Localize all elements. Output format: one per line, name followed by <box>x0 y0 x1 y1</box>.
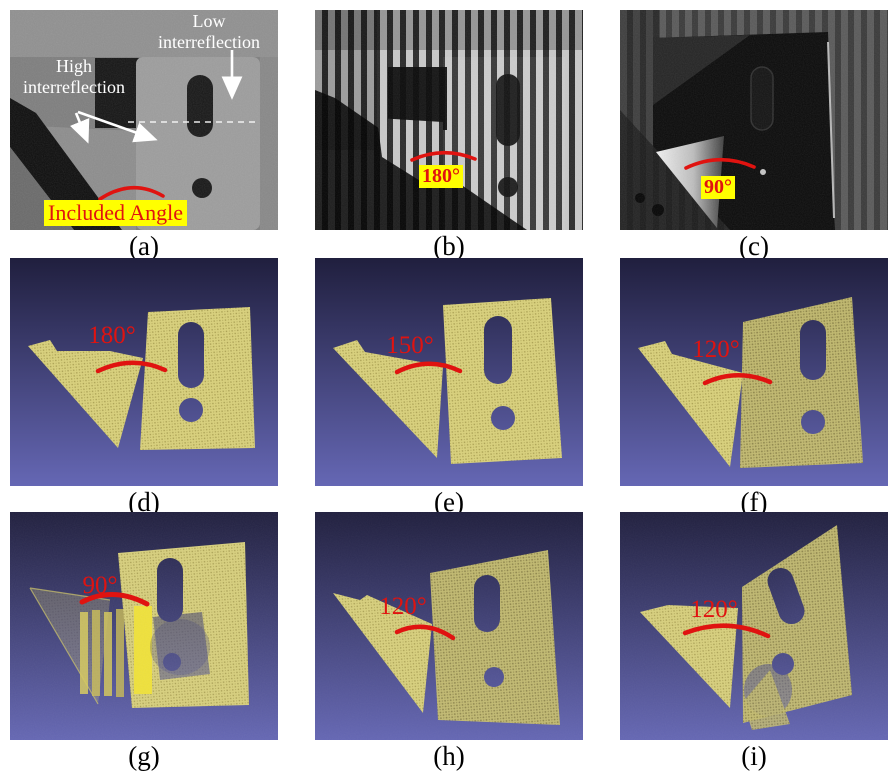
angle-label: 90° <box>82 572 118 599</box>
pointcloud-canvas-i <box>620 512 888 740</box>
pointcloud-canvas-h <box>315 512 583 740</box>
pointcloud-canvas-d <box>10 258 278 486</box>
angle-label: 150° <box>386 332 434 359</box>
panel-g-caption: (g) <box>128 741 160 771</box>
included-angle-arc <box>702 373 773 386</box>
panel-i: 120° (i) <box>620 512 888 770</box>
pointcloud-canvas-f <box>620 258 888 486</box>
panel-f-image: 120° <box>620 258 888 486</box>
panel-h-image: 120° <box>315 512 583 740</box>
panel-c-image: 90° <box>620 10 888 230</box>
panel-a-caption: (a) <box>129 231 159 261</box>
round-hole <box>801 410 825 434</box>
pointcloud-plate <box>740 297 863 468</box>
panel-f-caption: (f) <box>740 487 768 517</box>
panel-i-caption: (i) <box>741 741 767 771</box>
panel-c-caption: (c) <box>739 231 769 261</box>
panel-h: 120° (h) <box>315 512 583 770</box>
panel-e-image: 150° <box>315 258 583 486</box>
annotation-low-interreflection: Low interreflection <box>158 11 260 52</box>
slot-hole <box>178 322 204 388</box>
pointcloud-wing <box>638 341 743 467</box>
photo-canvas-c <box>620 10 888 230</box>
panel-h-caption: (h) <box>433 741 465 771</box>
annotation-included-angle: Included Angle <box>44 200 188 226</box>
panel-f: 120° (f) <box>620 258 888 516</box>
included-angle-arc <box>394 624 456 641</box>
speckle-noise <box>315 10 583 230</box>
panel-d: 180° (d) <box>10 258 278 516</box>
angle-label: 180° <box>419 165 463 188</box>
speckle-noise <box>10 10 278 230</box>
included-angle-arc <box>98 185 165 201</box>
panel-c: 90° (c) <box>620 10 888 260</box>
pointcloud-canvas-g <box>10 512 278 740</box>
speckle-noise <box>620 512 888 740</box>
panel-b: 180° (b) <box>315 10 583 260</box>
speckle-noise <box>315 512 583 740</box>
angle-label: 180° <box>88 322 136 349</box>
angle-label: 120° <box>379 593 427 620</box>
angle-label: 120° <box>692 336 740 363</box>
panel-a: Low interreflection High interreflection… <box>10 10 278 260</box>
panel-a-image: Low interreflection High interreflection… <box>10 10 278 230</box>
pointcloud-canvas-e <box>315 258 583 486</box>
high-interreflection-arrow-right <box>77 110 158 143</box>
panel-i-image: 120° <box>620 512 888 740</box>
pointcloud-wing <box>333 340 443 458</box>
angle-label: 90° <box>701 176 735 199</box>
panel-d-image: 180° <box>10 258 278 486</box>
panel-g: 90° (g) <box>10 512 278 770</box>
panel-e: 150° (e) <box>315 258 583 516</box>
included-angle-arc <box>95 360 168 374</box>
included-angle-arc <box>684 157 756 170</box>
high-interreflection-arrow-left <box>70 112 90 144</box>
slot-hole <box>800 320 826 380</box>
annotation-high-interreflection: High interreflection <box>23 56 125 97</box>
slot-hole <box>484 316 512 384</box>
included-angle-arc <box>79 591 150 607</box>
speckle-noise <box>620 10 888 230</box>
speckle-noise <box>10 512 278 740</box>
annotation-arrows <box>70 50 243 144</box>
photo-canvas-b <box>315 10 583 230</box>
round-hole <box>179 398 203 422</box>
angle-label: 120° <box>690 596 738 623</box>
included-angle-arc <box>410 150 477 162</box>
panel-e-caption: (e) <box>434 487 464 517</box>
panel-b-caption: (b) <box>433 231 465 261</box>
included-angle-arc <box>394 361 463 375</box>
round-hole <box>491 406 515 430</box>
included-angle-arc <box>682 623 771 639</box>
panel-g-image: 90° <box>10 512 278 740</box>
panel-b-image: 180° <box>315 10 583 230</box>
panel-d-caption: (d) <box>128 487 160 517</box>
